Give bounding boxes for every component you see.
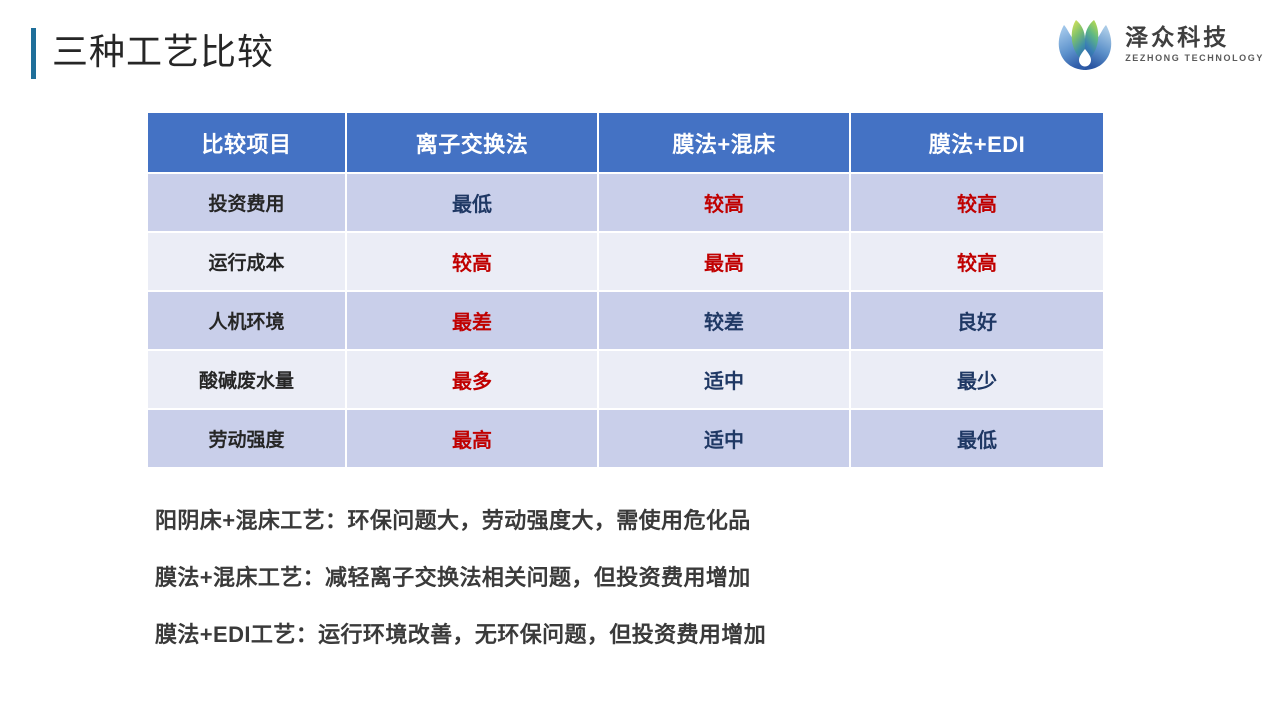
process-comparison-table: 比较项目 离子交换法 膜法+混床 膜法+EDI 投资费用 最低 较高 较高 运行… xyxy=(148,113,1103,469)
cell-operating-membrane-edi: 较高 xyxy=(851,233,1103,292)
cell-labor-membrane-edi: 最低 xyxy=(851,410,1103,469)
table-row: 劳动强度 最高 适中 最低 xyxy=(148,410,1103,469)
brand-logo: 泽众科技 ZEZHONG TECHNOLOGY xyxy=(1054,13,1264,73)
cell-investment-membrane-edi: 较高 xyxy=(851,174,1103,233)
note-line-membrane-mixedbed: 膜法+混床工艺：减轻离子交换法相关问题，但投资费用增加 xyxy=(155,565,751,590)
row-label-investment-cost: 投资费用 xyxy=(148,174,347,233)
leaf-droplet-emblem-icon xyxy=(1058,20,1112,70)
column-header-ion-exchange: 离子交换法 xyxy=(347,113,599,174)
column-header-criteria: 比较项目 xyxy=(148,113,347,174)
title-accent-bar xyxy=(31,28,36,79)
table-row: 投资费用 最低 较高 较高 xyxy=(148,174,1103,233)
brand-name-cn: 泽众科技 xyxy=(1125,23,1230,50)
cell-operating-ion-exchange: 较高 xyxy=(347,233,599,292)
summary-notes: 阳阴床+混床工艺：环保问题大，劳动强度大，需使用危化品 膜法+混床工艺：减轻离子… xyxy=(155,492,1155,663)
note-line-anion-cation-mixedbed: 阳阴床+混床工艺：环保问题大，劳动强度大，需使用危化品 xyxy=(155,508,751,533)
cell-wastewater-membrane-edi: 最少 xyxy=(851,351,1103,410)
row-label-work-environment: 人机环境 xyxy=(148,292,347,351)
table-header: 比较项目 离子交换法 膜法+混床 膜法+EDI xyxy=(148,113,1103,174)
row-label-operating-cost: 运行成本 xyxy=(148,233,347,292)
cell-operating-membrane-mixedbed: 最高 xyxy=(599,233,851,292)
cell-wastewater-ion-exchange: 最多 xyxy=(347,351,599,410)
table-row: 运行成本 较高 最高 较高 xyxy=(148,233,1103,292)
slide-header: 三种工艺比较 xyxy=(0,0,1280,100)
cell-environment-membrane-mixedbed: 较差 xyxy=(599,292,851,351)
cell-wastewater-membrane-mixedbed: 适中 xyxy=(599,351,851,410)
cell-investment-ion-exchange: 最低 xyxy=(347,174,599,233)
page-title: 三种工艺比较 xyxy=(52,31,275,72)
row-label-labor-intensity: 劳动强度 xyxy=(148,410,347,469)
brand-text: 泽众科技 ZEZHONG TECHNOLOGY xyxy=(1125,22,1264,65)
table-body: 投资费用 最低 较高 较高 运行成本 较高 最高 较高 人机环境 最差 较差 良… xyxy=(148,174,1103,469)
column-header-membrane-mixedbed: 膜法+混床 xyxy=(599,113,851,174)
column-header-membrane-edi: 膜法+EDI xyxy=(851,113,1103,174)
table-row: 酸碱废水量 最多 适中 最少 xyxy=(148,351,1103,410)
row-label-acid-alkali-wastewater: 酸碱废水量 xyxy=(148,351,347,410)
table-row: 人机环境 最差 较差 良好 xyxy=(148,292,1103,351)
brand-name-en: ZEZHONG TECHNOLOGY xyxy=(1125,52,1264,63)
note-line-membrane-edi: 膜法+EDI工艺：运行环境改善，无环保问题，但投资费用增加 xyxy=(155,622,767,647)
cell-investment-membrane-mixedbed: 较高 xyxy=(599,174,851,233)
cell-environment-membrane-edi: 良好 xyxy=(851,292,1103,351)
cell-environment-ion-exchange: 最差 xyxy=(347,292,599,351)
cell-labor-membrane-mixedbed: 适中 xyxy=(599,410,851,469)
table-header-row: 比较项目 离子交换法 膜法+混床 膜法+EDI xyxy=(148,113,1103,174)
cell-labor-ion-exchange: 最高 xyxy=(347,410,599,469)
